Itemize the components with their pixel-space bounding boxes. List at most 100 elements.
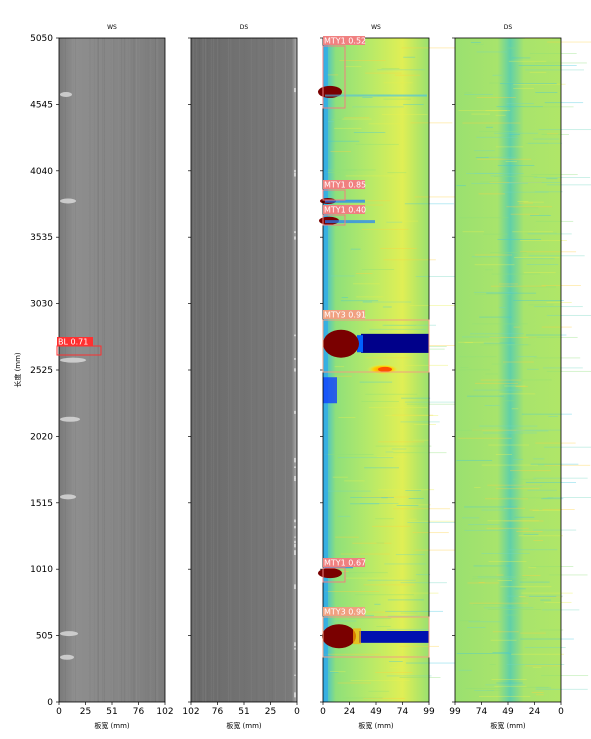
heat-noise <box>495 488 540 490</box>
detection-box[interactable]: MTY1 0.52 <box>322 36 366 109</box>
heat-noise <box>376 626 391 627</box>
texture-streak <box>230 38 232 702</box>
heat-noise <box>486 527 529 529</box>
panel-p2: DS 102 76 51 25 0 板宽 (mm) <box>182 24 300 730</box>
heat-noise <box>344 480 365 482</box>
texture-streak <box>112 38 114 702</box>
edge-mark <box>294 88 296 93</box>
detection-box[interactable]: MTY3 0.91 <box>322 310 430 373</box>
heat-noise <box>506 595 563 597</box>
panel-image <box>455 38 561 702</box>
heat-noise <box>405 401 460 403</box>
detection-box[interactable]: MTY1 0.67 <box>322 558 366 583</box>
heat-noise <box>469 602 529 604</box>
heat-noise <box>352 106 404 108</box>
heat-noise <box>363 584 416 586</box>
heat-noise <box>470 333 524 335</box>
heat-noise <box>483 607 534 609</box>
heat-noise <box>405 662 463 664</box>
detection-box[interactable]: MTY1 0.85 <box>322 180 366 201</box>
heat-noise <box>523 272 556 274</box>
heat-noise <box>328 671 339 673</box>
texture-streak <box>147 38 149 702</box>
surface-mark <box>60 416 80 422</box>
heat-noise <box>487 484 541 486</box>
detection-box[interactable]: MTY3 0.90 <box>322 607 430 658</box>
heat-noise <box>512 458 524 460</box>
heat-noise <box>324 454 374 455</box>
texture-streak <box>284 38 286 702</box>
heat-noise <box>456 185 466 187</box>
heat-noise <box>476 97 516 98</box>
edge-mark <box>294 172 296 177</box>
detection-box[interactable]: BL 0.71 <box>56 337 102 356</box>
heat-noise <box>530 566 574 568</box>
heat-noise <box>387 615 421 617</box>
heat-noise <box>485 156 517 158</box>
heat-noise <box>480 344 531 346</box>
heat-noise <box>340 553 390 555</box>
heat-noise <box>374 603 381 605</box>
heat-noise <box>544 102 584 104</box>
x-axis-label: 板宽 (mm) <box>94 721 130 730</box>
heat-noise <box>528 595 557 597</box>
heat-noise <box>522 575 541 576</box>
heat-noise <box>495 453 512 455</box>
heat-noise <box>541 498 564 500</box>
heat-noise <box>546 133 559 135</box>
detection-box[interactable]: MTY1 0.40 <box>322 205 366 226</box>
heat-noise <box>353 283 380 285</box>
heat-noise <box>464 529 507 531</box>
x-axis-label: 板宽 (mm) <box>226 721 262 730</box>
heat-noise <box>473 291 518 293</box>
heat-noise <box>518 596 526 597</box>
defect-warm-core <box>378 366 392 372</box>
heat-noise <box>471 429 525 431</box>
texture-streak <box>203 38 205 702</box>
heat-noise <box>487 609 542 610</box>
heat-noise <box>520 632 546 634</box>
heat-noise <box>361 496 410 498</box>
heat-noise <box>513 485 542 487</box>
heat-noise <box>489 82 521 84</box>
heat-noise <box>514 516 535 518</box>
heat-noise <box>534 191 563 193</box>
heat-noise <box>360 503 399 504</box>
texture-streak <box>155 38 156 702</box>
surface-mark <box>60 494 76 500</box>
heat-noise <box>533 138 560 140</box>
heat-noise <box>399 645 440 647</box>
heat-noise <box>342 118 372 120</box>
detection-label-bg <box>323 310 365 319</box>
y-tick-label: 1010 <box>30 565 53 575</box>
heat-noise <box>355 594 414 596</box>
heat-noise <box>528 255 585 257</box>
heat-noise <box>458 341 500 343</box>
heat-noise <box>503 191 549 193</box>
heat-noise <box>393 452 447 454</box>
heat-noise <box>478 582 485 583</box>
heat-noise <box>346 169 376 171</box>
heat-noise <box>381 68 400 69</box>
x-tick-label: 0 <box>558 707 564 717</box>
heat-noise <box>362 97 373 98</box>
heat-noise <box>474 690 495 691</box>
x-tick-label: 24 <box>344 707 356 717</box>
x-tick-label: 74 <box>476 707 488 717</box>
edge-mark <box>294 475 296 479</box>
heat-noise <box>517 201 529 202</box>
heat-noise <box>372 525 411 527</box>
heat-noise <box>387 220 419 222</box>
heat-noise <box>409 520 462 522</box>
heat-noise <box>405 364 448 366</box>
edge-mark <box>294 236 296 240</box>
heat-noise <box>543 497 551 499</box>
heat-noise <box>518 231 529 233</box>
heat-noise <box>406 403 459 405</box>
heat-noise <box>350 497 394 498</box>
heat-noise <box>472 576 530 578</box>
y-axis-label: 长度 (mm) <box>13 352 22 388</box>
texture-streak <box>124 38 125 702</box>
heat-noise <box>414 549 459 551</box>
texture-streak <box>156 38 158 702</box>
